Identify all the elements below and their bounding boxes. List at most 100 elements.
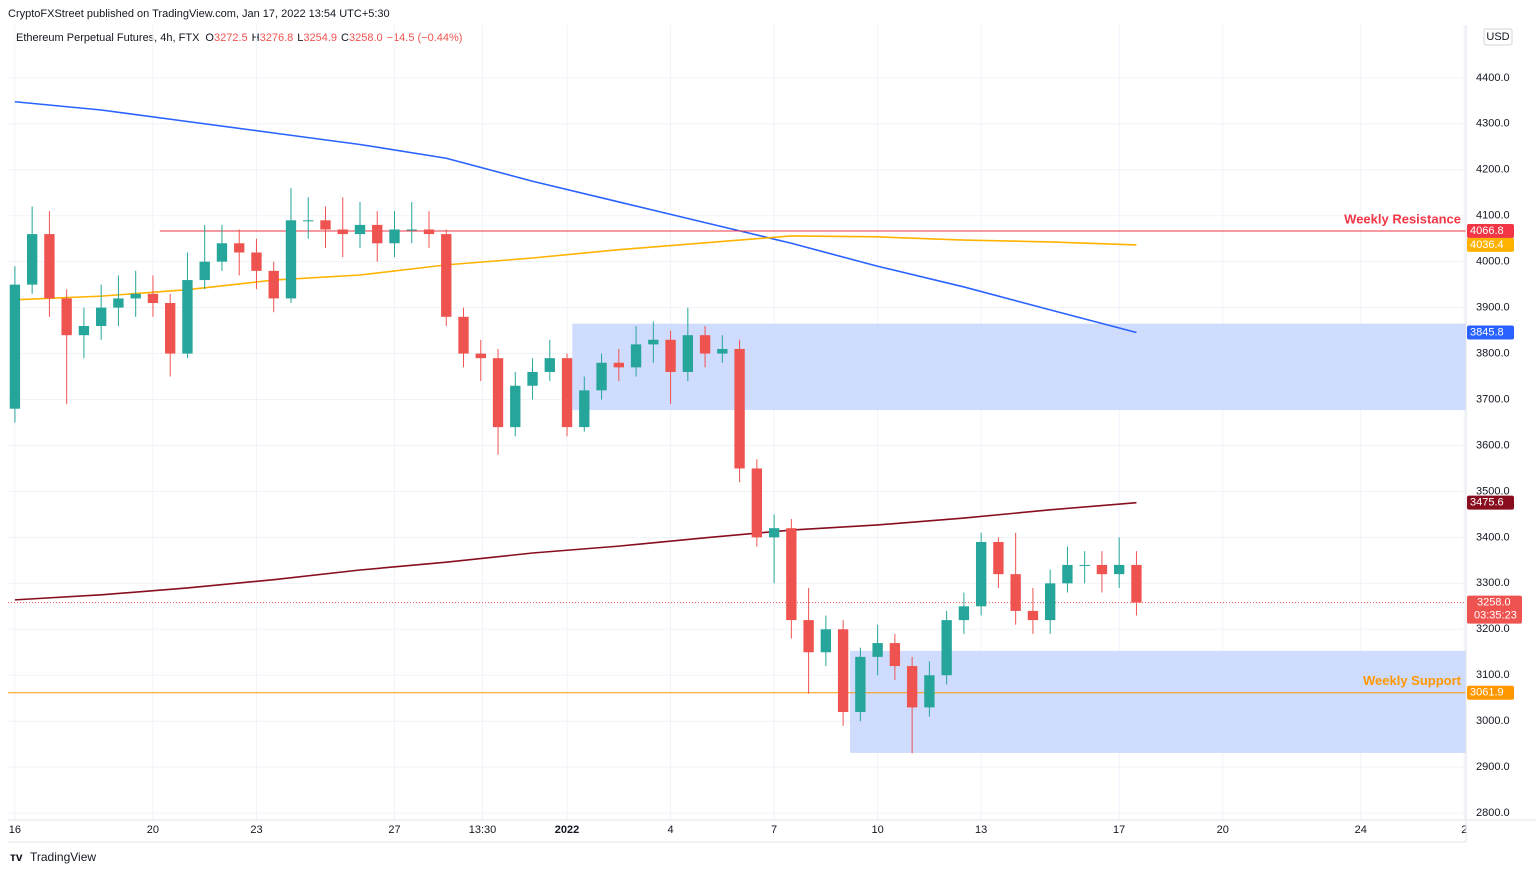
y-tick-label: 3800.0 (1476, 347, 1510, 359)
symbol: Ethereum Perpetual Futures, 4h, FTX (16, 32, 200, 44)
candle-body (78, 325, 90, 336)
candle-body (510, 385, 521, 428)
candle-body (1010, 574, 1021, 611)
candle-body (993, 541, 1004, 575)
candle-body (492, 358, 504, 428)
x-tick-label: 2022 (555, 824, 579, 836)
currency[interactable]: USD (1486, 31, 1509, 43)
price-badge (1467, 595, 1522, 624)
candle-body (906, 666, 918, 708)
candle-body (855, 656, 866, 713)
candle-body (734, 348, 745, 469)
candle-body (234, 243, 245, 253)
y-tick-label: 4200.0 (1476, 164, 1510, 176)
x-tick-label: 24 (1355, 824, 1367, 836)
candle-body (441, 234, 452, 317)
brand: TradingView (30, 850, 96, 864)
candle-body (561, 358, 573, 428)
candle-body (579, 390, 590, 428)
candle-body (251, 252, 262, 271)
candle-body (182, 280, 193, 354)
candle-body (303, 220, 314, 222)
candle-body (61, 298, 72, 336)
y-tick-label: 2900.0 (1476, 761, 1510, 773)
candle-body (354, 224, 366, 235)
y-tick-label: 2800.0 (1476, 807, 1510, 819)
y-tick-label: 3100.0 (1476, 669, 1510, 681)
zone (572, 323, 1466, 411)
price-badge-label: 4036.4 (1470, 239, 1504, 251)
price-badge-label: 4066.8 (1470, 225, 1504, 237)
candle-body (975, 541, 987, 607)
candle-body (665, 339, 676, 372)
candle-body (544, 358, 555, 372)
price-badge (1467, 237, 1514, 252)
candle-body (372, 224, 383, 244)
x-tick-label: 16 (9, 824, 21, 836)
candle-body (1079, 564, 1090, 566)
candle-body (717, 348, 728, 354)
price-badge-label: 3845.8 (1470, 326, 1504, 338)
price-badge-label: 3475.6 (1470, 497, 1504, 509)
moving-average (14, 100, 1137, 334)
candle-body (147, 293, 159, 304)
currency-box[interactable] (1483, 28, 1513, 46)
x-tick-label: 13:30 (469, 824, 497, 836)
candle-body (527, 371, 538, 386)
level-name: Weekly Resistance (1344, 211, 1461, 226)
y-tick-label: 4100.0 (1476, 210, 1510, 222)
candle-body (613, 362, 624, 368)
price-badge-label: 3061.9 (1470, 687, 1504, 699)
candle-body (320, 220, 331, 230)
candle-body (199, 261, 210, 281)
candle-body (768, 528, 780, 538)
candle-body (786, 528, 797, 621)
candle-body (803, 620, 814, 653)
ohlc-value: 3272.5 (214, 32, 248, 44)
candle-body (924, 675, 935, 708)
candle-body (941, 620, 952, 676)
x-tick-label: 7 (771, 824, 777, 836)
published: CryptoFXStreet published on TradingView.… (8, 8, 390, 20)
x-tick-label: 27 (388, 824, 400, 836)
candle-body (130, 293, 141, 299)
price-badge (1467, 325, 1514, 340)
candle-body (1114, 564, 1125, 575)
candle-body (889, 643, 901, 667)
candle-body (268, 270, 279, 299)
x-tick-label: 23 (250, 824, 262, 836)
ohlc-value: 3254.9 (303, 32, 337, 44)
y-tick-label: 3600.0 (1476, 439, 1510, 451)
y-tick-label: 4300.0 (1476, 118, 1510, 130)
candle-body (1096, 564, 1108, 575)
legend-line: Ethereum Perpetual Futures, 4h, FTX O3272… (16, 32, 462, 44)
candle-body (837, 629, 849, 713)
x-tick-label: 20 (147, 824, 159, 836)
candle-body (44, 234, 55, 299)
candle-body (699, 335, 711, 354)
candle-body (113, 298, 124, 308)
x-tick-label: 10 (871, 824, 883, 836)
level-name: Weekly Support (1363, 673, 1462, 688)
plot: 2800.0 2900.0 3000.0 3100.0 3200.0 3300.0 3400… (8, 25, 1522, 836)
ohlc-value: 3258.0 (349, 32, 383, 44)
candle-body (1027, 610, 1039, 621)
moving-average (14, 235, 1137, 301)
candle-body (682, 335, 694, 372)
y-tick-label: 4400.0 (1476, 72, 1510, 84)
countdown: 03:35:23 (1474, 610, 1517, 622)
price-badge-label: 3258.0 (1477, 597, 1511, 609)
y-tick-label: 3200.0 (1476, 623, 1510, 635)
candle-body (406, 229, 417, 231)
ohlc-key: H (252, 32, 260, 44)
x-tick-label: 17 (1113, 824, 1125, 836)
candle-body (648, 339, 659, 345)
x-tick-label: 2 (1461, 824, 1467, 836)
change: −14.5 (−0.44%) (387, 32, 463, 44)
candle-body (1062, 564, 1073, 584)
candle-body (596, 362, 607, 391)
y-tick-label: 3400.0 (1476, 531, 1510, 543)
y-tick-label: 4000.0 (1476, 256, 1510, 268)
candle-body (285, 220, 297, 299)
x-tick-label: 20 (1217, 824, 1229, 836)
